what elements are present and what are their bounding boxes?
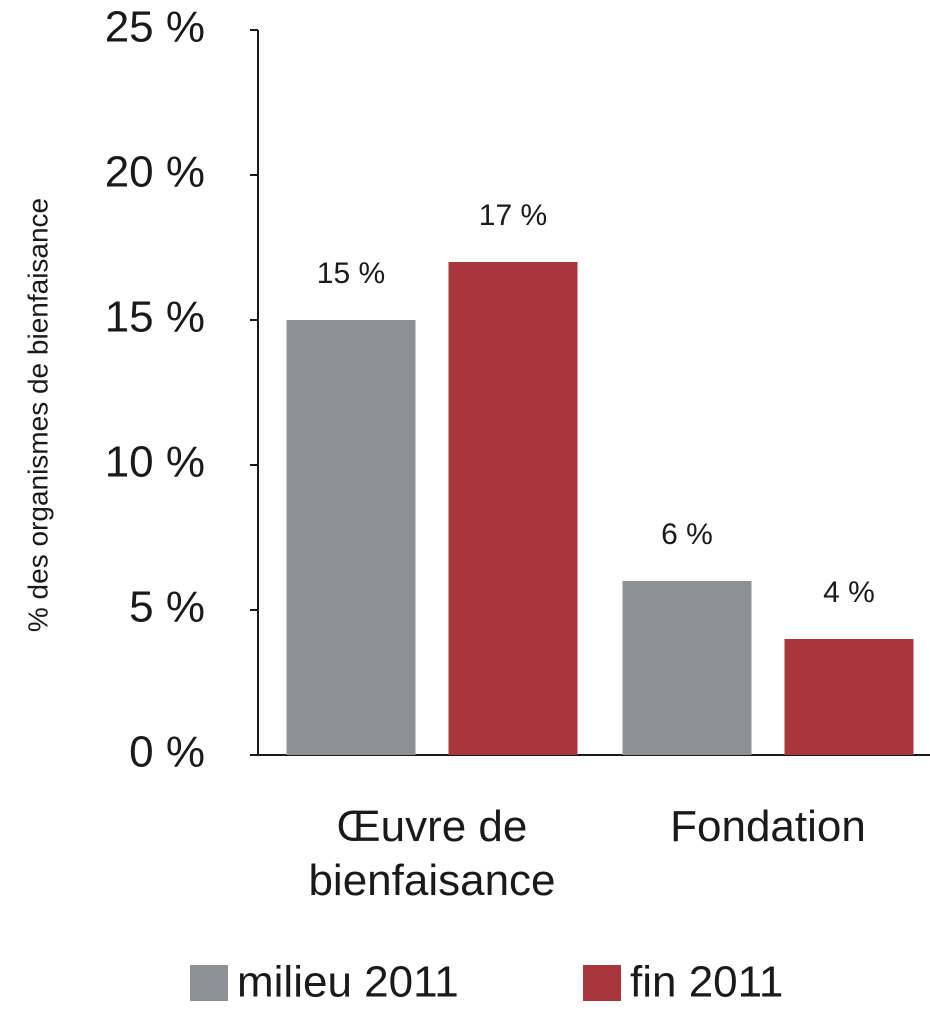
y-tick-label: 15 %	[105, 293, 205, 342]
data-label: 15 %	[317, 257, 385, 290]
y-tick-label: 0 %	[129, 728, 205, 777]
data-label: 17 %	[479, 199, 547, 232]
data-label: 4 %	[823, 576, 875, 609]
bar	[286, 320, 416, 755]
y-axis-label: % des organismes de bienfaisance	[22, 198, 53, 632]
x-tick-label: Fondation	[670, 802, 866, 851]
bar	[448, 262, 578, 755]
y-tick-label: 10 %	[105, 438, 205, 487]
data-label: 6 %	[661, 518, 713, 551]
y-tick-label: 20 %	[105, 148, 205, 197]
legend-swatch	[190, 965, 228, 1001]
legend-swatch	[583, 965, 621, 1001]
legend-label: fin 2011	[630, 958, 783, 1007]
legend-label: milieu 2011	[237, 958, 459, 1007]
bar	[622, 581, 752, 755]
y-tick-label: 5 %	[129, 583, 205, 632]
x-tick-label: Œuvre de bienfaisance	[308, 802, 556, 905]
y-tick-label: 25 %	[105, 3, 205, 52]
bar	[784, 639, 914, 755]
